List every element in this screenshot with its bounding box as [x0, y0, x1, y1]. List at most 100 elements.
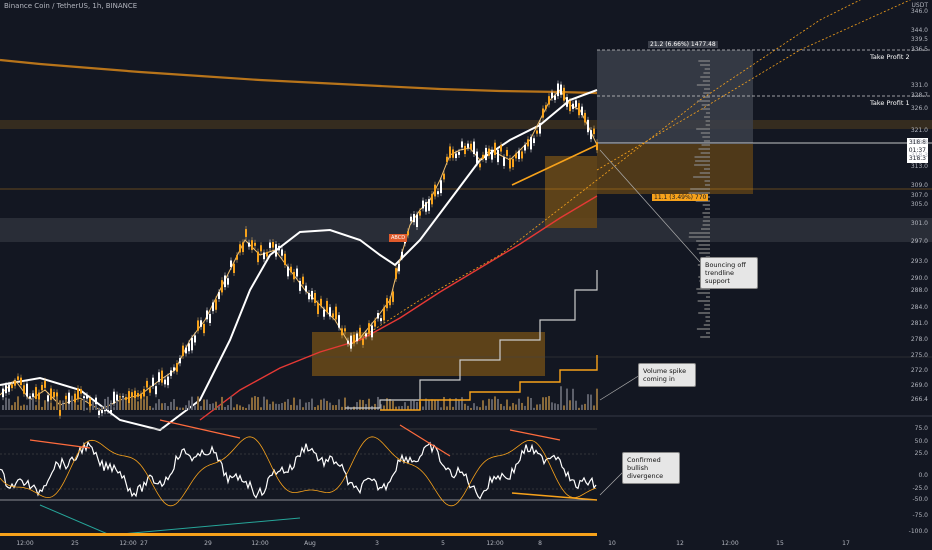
volume-bar	[443, 396, 445, 410]
volume-bar	[464, 403, 466, 410]
volume-bar	[500, 403, 502, 410]
price-tick-label: 318.8	[910, 139, 928, 146]
volume-bar	[179, 407, 181, 410]
candle-body	[80, 389, 82, 394]
candle-body	[179, 358, 181, 364]
candle-body	[245, 229, 247, 237]
candle-body	[350, 335, 352, 349]
candle-body	[41, 384, 43, 391]
volume-profile-bar	[705, 316, 710, 318]
volume-bar	[542, 397, 544, 410]
volume-profile-bar	[699, 172, 710, 174]
candle-body	[260, 245, 262, 252]
volume-bar	[8, 398, 10, 410]
volume-bar	[380, 404, 382, 410]
volume-profile-bar	[702, 80, 710, 82]
candle-body	[458, 151, 460, 155]
volume-profile-bar	[704, 68, 710, 70]
candle-body	[329, 307, 331, 317]
candle-body	[278, 245, 280, 251]
candle-body	[587, 119, 589, 133]
volume-bar	[137, 401, 139, 410]
candle-body	[527, 139, 529, 147]
candle-body	[248, 242, 250, 247]
volume-bar	[104, 398, 106, 410]
candle-body	[14, 381, 16, 386]
callout-trendline: Bouncing off trendline support	[700, 257, 758, 289]
volume-bar	[446, 406, 448, 410]
candle-body	[368, 323, 370, 334]
time-tick-label: Aug	[304, 540, 316, 547]
volume-profile-bar	[700, 228, 710, 230]
long-ma-line	[0, 58, 598, 95]
candle-body	[380, 318, 382, 322]
candle-body	[434, 184, 436, 197]
candle-body	[407, 231, 409, 236]
volume-bar	[260, 407, 262, 410]
volume-bar	[545, 397, 547, 410]
volume-bar	[134, 398, 136, 410]
candle-body	[194, 335, 196, 343]
candle-body	[266, 252, 268, 257]
candle-body	[515, 153, 517, 159]
candle-body	[383, 307, 385, 321]
volume-bar	[428, 400, 430, 410]
volume-bar	[17, 396, 19, 410]
candle-body	[485, 147, 487, 161]
volume-profile-bar	[700, 152, 710, 154]
volume-bar	[146, 396, 148, 410]
oscillator-tick-label: -25.0	[912, 485, 928, 492]
volume-bar	[416, 401, 418, 410]
current-time-tag: 01:37	[906, 146, 928, 155]
volume-bar	[272, 401, 274, 410]
candle-body	[134, 390, 136, 404]
candle-body	[32, 393, 34, 400]
candle-body	[473, 141, 475, 155]
white-ma-line	[0, 89, 598, 432]
time-tick-label: 27	[140, 540, 148, 547]
candle-body	[308, 293, 310, 300]
time-tick-label: 25	[71, 540, 79, 547]
volume-bar	[374, 403, 376, 410]
candle-body	[281, 249, 283, 256]
candle-body	[479, 163, 481, 168]
candle-body	[569, 100, 571, 112]
volume-profile-bar	[702, 108, 710, 110]
candle-body	[236, 255, 238, 260]
volume-bar	[536, 404, 538, 410]
volume-profile-bar	[698, 244, 710, 246]
current-price-tag: 318.8	[906, 138, 928, 147]
candle-body	[272, 242, 274, 248]
volume-bar	[212, 403, 214, 410]
volume-bar	[281, 403, 283, 410]
volume-profile-bar	[701, 144, 710, 146]
volume-bar	[377, 396, 379, 410]
candle-body	[374, 320, 376, 327]
candle-body	[539, 123, 541, 134]
pointer-trendline	[599, 149, 701, 263]
price-tick-label: 307.0	[910, 192, 928, 199]
volume-bar	[401, 406, 403, 410]
volume-bar	[383, 405, 385, 410]
candle-body	[545, 105, 547, 109]
volume-bar	[296, 405, 298, 410]
volume-profile-bar	[704, 180, 710, 182]
volume-bar	[41, 406, 43, 410]
volume-bar	[152, 407, 154, 410]
volume-bar	[149, 405, 151, 410]
volume-bar	[494, 396, 496, 410]
volume-bar	[218, 406, 220, 410]
trendline-support	[511, 144, 598, 186]
candle-body	[437, 191, 439, 195]
candle-body	[554, 95, 556, 100]
candle-body	[152, 377, 154, 386]
volume-bar	[455, 398, 457, 410]
current-price-tag-2: 318.3	[906, 154, 928, 163]
candle-body	[50, 388, 52, 400]
price-tick-label: 309.0	[910, 182, 928, 189]
candle-body	[326, 300, 328, 312]
candle-body	[509, 158, 511, 169]
volume-bar	[251, 397, 253, 410]
